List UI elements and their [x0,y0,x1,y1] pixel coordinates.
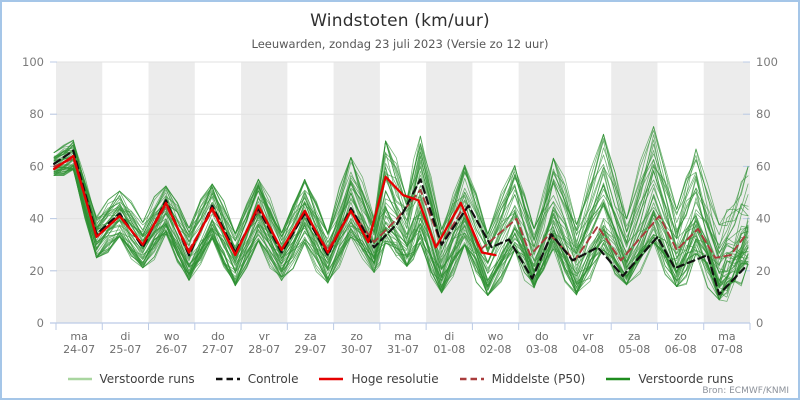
legend-label: Hoge resolutie [351,372,439,386]
x-axis-date-label: 01-08 [433,343,465,356]
x-axis-weekday-label: vr [259,330,271,343]
legend-item-4: Verstoorde runs [605,372,733,386]
x-axis-date-label: 06-08 [665,343,697,356]
x-axis-weekday-label: ma [70,330,87,343]
x-axis-weekday-label: do [211,330,225,343]
chart-subtitle: Leeuwarden, zondag 23 juli 2023 (Versie … [251,37,549,51]
ensemble-member-line [53,126,749,254]
y-axis-label-left: 80 [29,107,44,121]
x-axis-date-label: 24-07 [63,343,95,356]
x-axis-date-label: 05-08 [618,343,650,356]
x-axis-date-label: 29-07 [294,343,326,356]
x-axis-weekday-label: ma [718,330,735,343]
legend-label: Controle [247,372,299,386]
x-axis-date-label: 04-08 [572,343,604,356]
day-band [518,62,565,323]
x-axis-date-label: 27-07 [202,343,234,356]
ensemble-member-line [53,126,749,260]
ensemble-member-line [53,167,749,288]
x-axis-weekday-label: di [444,330,454,343]
legend-swatch-dashed [459,377,484,381]
chart-legend: Verstoorde runs Controle Hoge resolutie Mid… [2,369,798,389]
y-axis-label-right: 20 [756,264,771,278]
x-axis-weekday-label: vr [583,330,595,343]
ensemble-member-line [53,165,749,292]
legend-label: Verstoorde runs [638,372,734,386]
x-axis-weekday-label: ma [394,330,411,343]
y-axis-label-left: 100 [22,55,44,69]
y-axis-label-right: 40 [756,212,771,226]
y-axis-label-left: 20 [29,264,44,278]
legend-label: Middelste (P50) [491,372,586,386]
ensemble-member-line [53,135,749,281]
x-axis-date-label: 26-07 [156,343,188,356]
x-axis-weekday-label: za [304,330,317,343]
legend-swatch-solid [319,377,344,381]
day-band [241,62,288,323]
y-axis-label-right: 0 [756,316,763,330]
x-axis-date-label: 03-08 [526,343,558,356]
legend-label: Verstoorde runs [99,372,195,386]
chart-title: Windstoten (km/uur) [310,11,490,31]
x-axis-weekday-label: zo [350,330,363,343]
ensemble-member-line [53,166,749,294]
y-axis-label-left: 60 [29,159,44,173]
x-axis-date-label: 07-08 [711,343,743,356]
x-axis-date-label: 25-07 [109,343,141,356]
control-run-line [52,149,746,296]
ensemble-member-line [53,165,749,301]
x-axis-date-label: 31-07 [387,343,419,356]
x-axis-date-label: 28-07 [248,343,280,356]
x-axis-weekday-label: zo [674,330,687,343]
legend-item-0: Verstoorde runs [67,372,195,386]
source-attribution: Bron: ECMWF/KNMI [702,386,789,396]
ensemble-member-line [53,134,749,257]
legend-item-1: Controle [215,372,299,386]
x-axis-date-label: 30-07 [341,343,373,356]
x-axis-weekday-label: za [628,330,641,343]
ensemble-member-line [53,151,749,263]
high-resolution-line [52,154,497,257]
ensemble-member-line [53,155,749,297]
y-axis-label-left: 40 [29,212,44,226]
day-band [148,62,195,323]
y-axis-label-right: 100 [756,55,778,69]
legend-swatch-solid [67,377,92,381]
legend-swatch-dashed [215,377,240,381]
x-axis-weekday-label: do [535,330,549,343]
legend-item-3: Middelste (P50) [459,372,586,386]
x-axis-date-label: 02-08 [480,343,512,356]
x-axis-weekday-label: di [120,330,130,343]
y-axis-label-right: 60 [756,159,771,173]
y-axis-label-left: 0 [37,316,44,330]
legend-item-2: Hoge resolutie [318,372,439,386]
ensemble-member-line [53,167,749,296]
x-axis-weekday-label: wo [488,330,504,343]
x-axis-weekday-label: wo [164,330,180,343]
y-axis-label-right: 80 [756,107,771,121]
legend-swatch-solid [606,377,631,381]
